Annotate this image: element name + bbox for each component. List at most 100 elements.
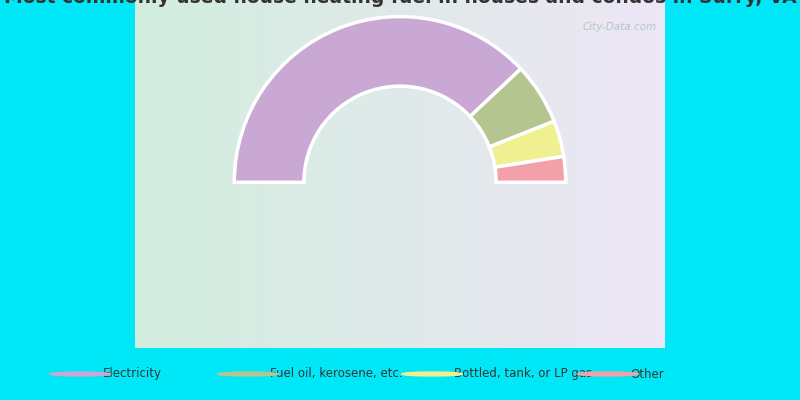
Text: Other: Other [630,368,664,380]
Bar [214,0,217,348]
Bar [471,0,474,348]
Bar [660,0,662,348]
Circle shape [218,372,278,376]
Bar [270,0,273,348]
Bar [485,0,487,348]
Bar [429,0,432,348]
Bar [257,0,259,348]
Bar [408,0,410,348]
Bar [535,0,538,348]
Bar [140,0,143,348]
Bar [236,0,238,348]
Bar [297,0,299,348]
Bar [326,0,329,348]
Bar [466,0,469,348]
Wedge shape [495,156,566,182]
Bar [198,0,201,348]
Bar [299,0,302,348]
Bar [662,0,665,348]
Bar [204,0,206,348]
Bar [551,0,554,348]
Text: Electricity: Electricity [102,368,162,380]
Bar [318,0,321,348]
Bar [143,0,146,348]
Bar [374,0,376,348]
Wedge shape [490,121,564,167]
Bar [336,0,339,348]
Bar [402,0,406,348]
Bar [344,0,347,348]
Bar [578,0,580,348]
Bar [220,0,222,348]
Bar [196,0,198,348]
Bar [514,0,517,348]
Bar [580,0,583,348]
Bar [586,0,588,348]
Bar [267,0,270,348]
Bar [201,0,204,348]
Bar [135,0,138,348]
Bar [170,0,172,348]
Bar [410,0,414,348]
Bar [522,0,525,348]
Bar [376,0,378,348]
Bar [583,0,586,348]
Bar [259,0,262,348]
Bar [138,0,140,348]
Bar [614,0,618,348]
Bar [241,0,243,348]
Bar [392,0,394,348]
Bar [275,0,278,348]
Bar [450,0,453,348]
Text: Fuel oil, kerosene, etc.: Fuel oil, kerosene, etc. [270,368,403,380]
Bar [564,0,567,348]
Bar [469,0,471,348]
Bar [445,0,448,348]
Bar [440,0,442,348]
Bar [146,0,148,348]
Bar [246,0,249,348]
Bar [371,0,374,348]
Bar [363,0,366,348]
Bar [209,0,212,348]
Bar [164,0,166,348]
Bar [557,0,559,348]
Bar [222,0,225,348]
Bar [352,0,355,348]
Bar [294,0,297,348]
Bar [530,0,533,348]
Bar [368,0,371,348]
Bar [654,0,657,348]
Bar [610,0,612,348]
Bar [562,0,564,348]
Bar [307,0,310,348]
Bar [604,0,607,348]
Bar [559,0,562,348]
Bar [588,0,591,348]
Bar [549,0,551,348]
Bar [533,0,535,348]
Bar [150,0,154,348]
Bar [638,0,642,348]
Bar [254,0,257,348]
Bar [636,0,638,348]
Bar [442,0,445,348]
Bar [360,0,363,348]
Bar [626,0,628,348]
Bar [386,0,390,348]
Bar [554,0,557,348]
Bar [479,0,482,348]
Bar [630,0,634,348]
Bar [509,0,511,348]
Bar [591,0,594,348]
Bar [575,0,578,348]
Bar [329,0,331,348]
Bar [188,0,190,348]
Bar [400,0,402,348]
Text: City-Data.com: City-Data.com [582,22,657,32]
Bar [612,0,614,348]
Bar [642,0,644,348]
Bar [570,0,572,348]
Bar [238,0,241,348]
Bar [527,0,530,348]
